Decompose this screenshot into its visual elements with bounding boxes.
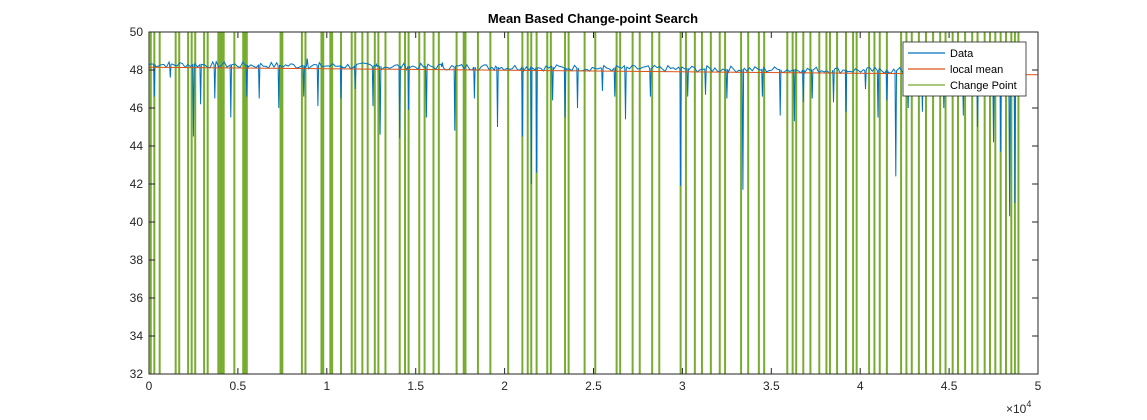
x-axis-ticks: 0 0.5 1 1.5 2 2.5 3 3.5 4 4.5 5: [146, 32, 1042, 393]
x-tick-label: 5: [1035, 379, 1042, 393]
y-tick-label: 32: [130, 367, 144, 381]
legend-label-local-mean: local mean: [950, 64, 1003, 76]
x-tick-label: 4: [857, 379, 864, 393]
legend: Data local mean Change Point: [902, 41, 1027, 97]
y-tick-label: 40: [130, 215, 144, 229]
x-axis-exponent: ×104: [1006, 399, 1031, 416]
x-tick-label: 0: [146, 379, 153, 393]
x-axis-exponent-power: 4: [1026, 399, 1031, 409]
axes-background: [149, 32, 1038, 374]
chart-title: Mean Based Change-point Search: [488, 11, 698, 26]
y-tick-label: 44: [130, 139, 144, 153]
x-tick-label: 2.5: [585, 379, 602, 393]
local-mean-line: [148, 66, 1039, 76]
y-tick-label: 46: [130, 101, 144, 115]
x-tick-label: 2: [501, 379, 508, 393]
y-tick-label: 50: [130, 25, 144, 39]
x-axis-exponent-base: ×10: [1006, 402, 1027, 416]
x-tick-label: 3: [679, 379, 686, 393]
x-tick-label: 1.5: [407, 379, 424, 393]
y-axis-ticks: 32 34 36 38 40 42 44 46 48 50: [130, 25, 1038, 381]
x-tick-label: 4.5: [941, 379, 958, 393]
legend-label-data: Data: [950, 48, 974, 60]
legend-label-change-point: Change Point: [950, 80, 1017, 92]
x-tick-label: 0.5: [230, 379, 247, 393]
local-mean-series: [148, 66, 1039, 76]
x-tick-label: 3.5: [763, 379, 780, 393]
x-tick-label: 1: [323, 379, 330, 393]
y-tick-label: 34: [130, 329, 144, 343]
y-tick-label: 38: [130, 253, 144, 267]
y-tick-label: 42: [130, 177, 144, 191]
y-tick-label: 36: [130, 291, 144, 305]
y-tick-label: 48: [130, 63, 144, 77]
